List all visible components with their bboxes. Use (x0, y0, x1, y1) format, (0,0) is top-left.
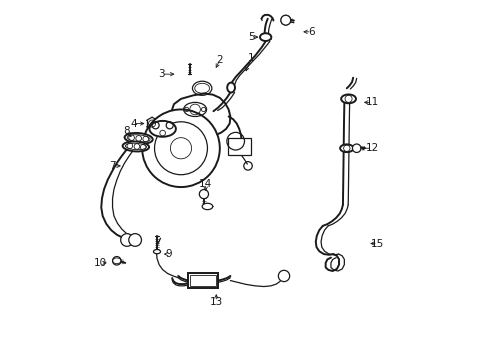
Text: 11: 11 (365, 98, 378, 107)
Text: 7: 7 (109, 161, 115, 171)
Text: 1: 1 (248, 53, 254, 63)
Text: 14: 14 (199, 179, 212, 189)
Ellipse shape (340, 144, 353, 152)
Ellipse shape (149, 121, 176, 137)
Circle shape (142, 109, 219, 187)
Ellipse shape (124, 133, 152, 144)
Text: 13: 13 (209, 297, 223, 307)
Circle shape (121, 234, 133, 246)
Circle shape (352, 144, 360, 153)
Circle shape (128, 234, 141, 246)
Text: 5: 5 (248, 32, 254, 42)
Text: 6: 6 (307, 27, 314, 37)
Ellipse shape (341, 94, 355, 103)
Text: 3: 3 (158, 69, 164, 79)
Text: 12: 12 (365, 143, 378, 153)
Circle shape (280, 15, 290, 25)
Bar (188, 274, 218, 288)
Text: 8: 8 (123, 126, 129, 136)
Ellipse shape (122, 141, 149, 152)
Ellipse shape (153, 249, 160, 254)
Text: 15: 15 (370, 239, 384, 248)
Ellipse shape (227, 83, 235, 93)
Text: 10: 10 (94, 258, 107, 268)
Bar (190, 275, 216, 286)
Text: 9: 9 (165, 249, 172, 259)
Text: 2: 2 (216, 55, 223, 65)
Circle shape (199, 189, 208, 199)
Bar (227, 138, 250, 155)
Circle shape (278, 270, 289, 282)
Circle shape (112, 257, 121, 265)
Text: 4: 4 (130, 118, 137, 129)
Ellipse shape (260, 33, 271, 41)
Ellipse shape (202, 203, 212, 210)
